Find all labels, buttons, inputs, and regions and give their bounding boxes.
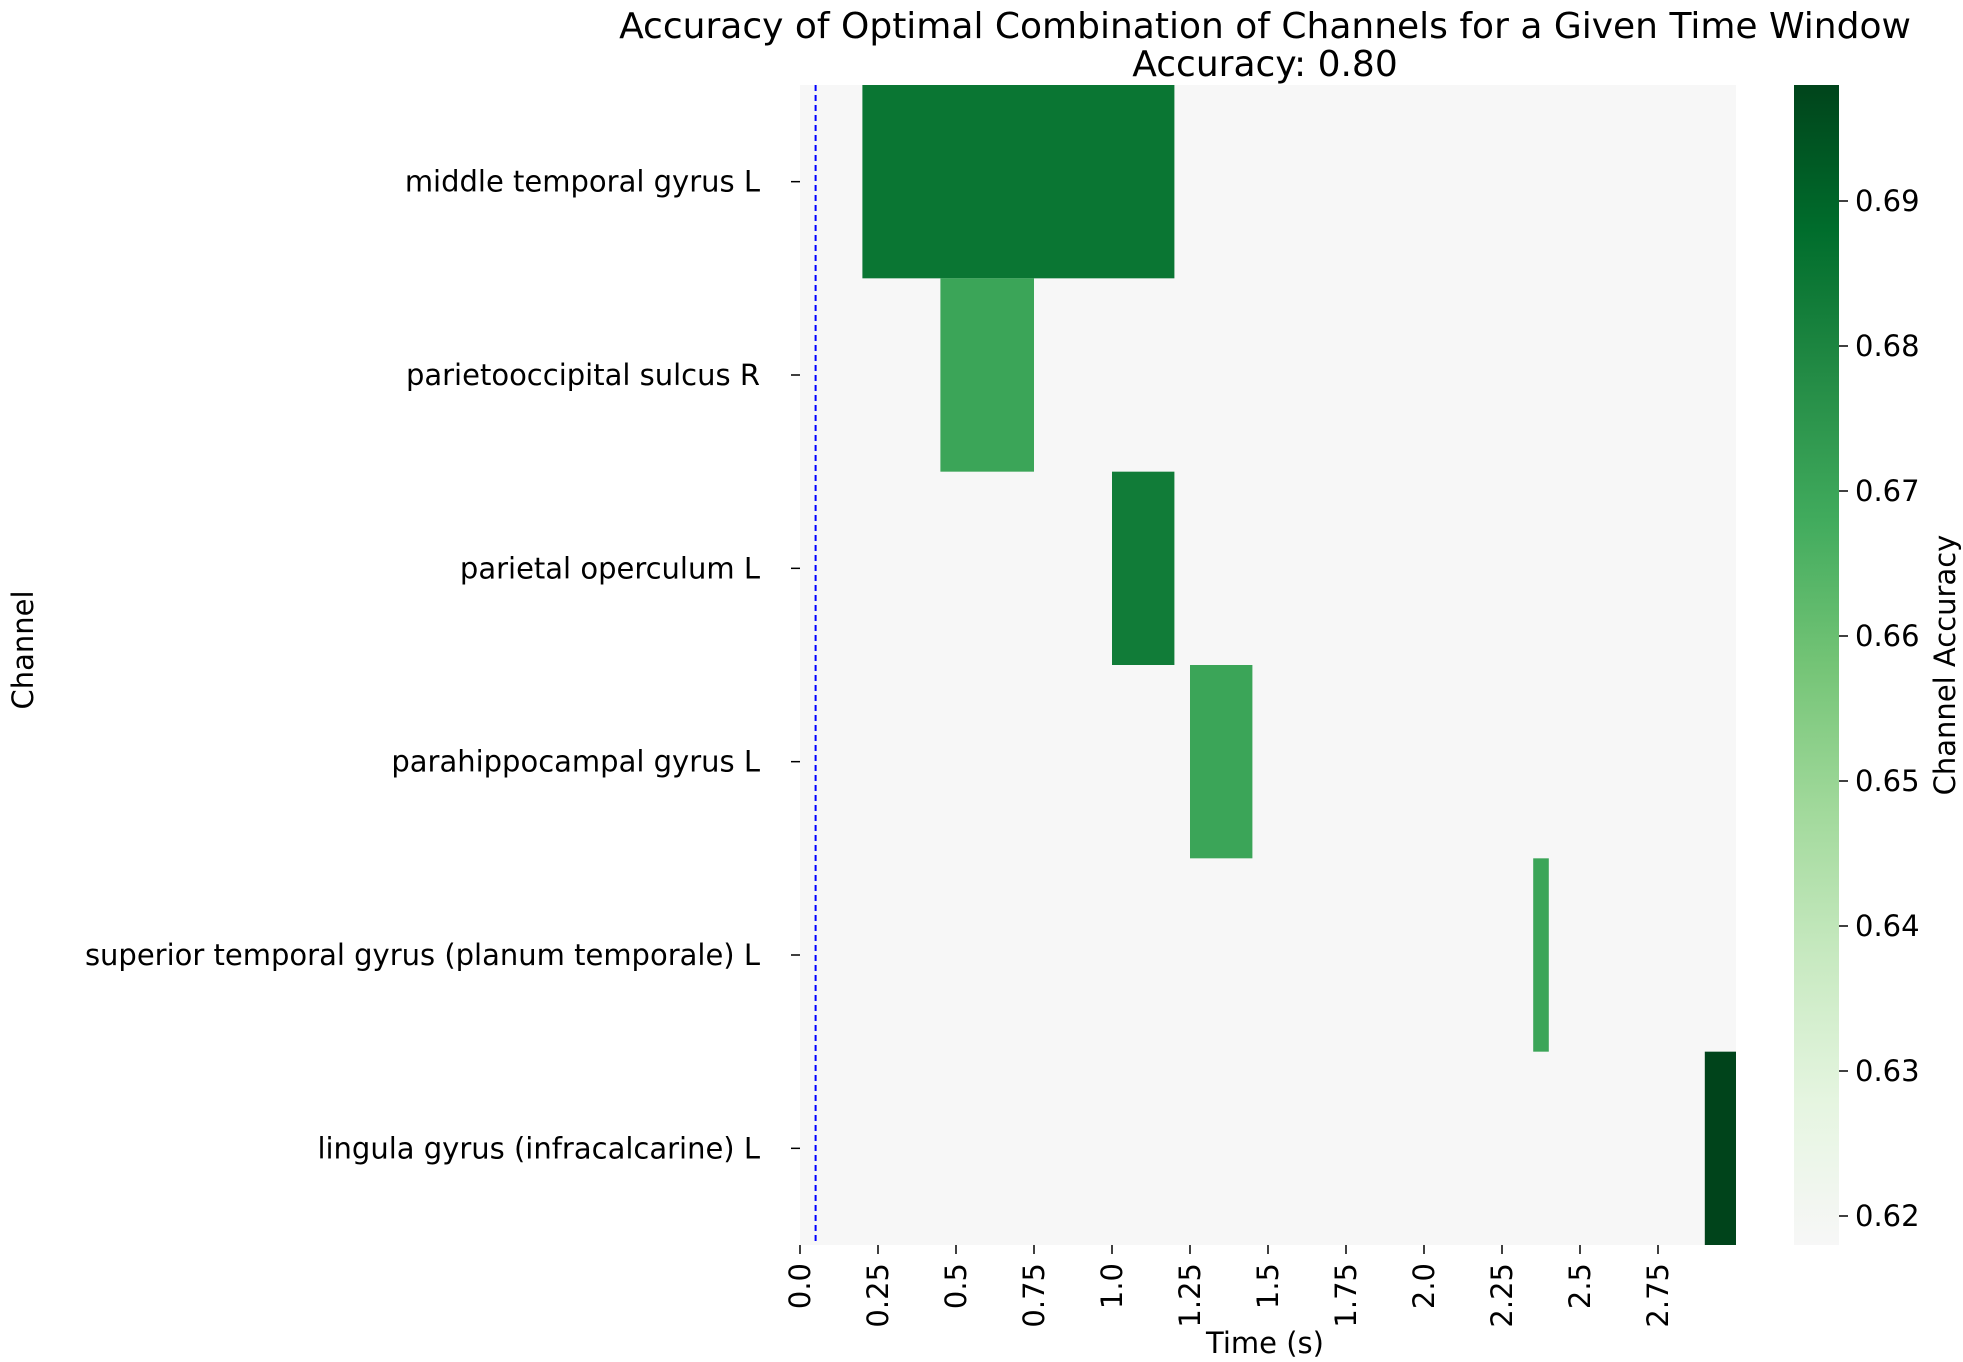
x-tick-label: 0.25 [861,1263,895,1328]
x-tick-label: 1.75 [1329,1263,1363,1328]
heatmap-cell [940,278,1034,472]
x-tick-label: 2.0 [1407,1263,1441,1309]
x-tick-label: 0.5 [939,1263,973,1309]
y-axis: middle temporal gyrus L parietooccipital … [85,165,800,1165]
y-tick-label: parietal operculum L [460,551,760,585]
colorbar-tick-label: 0.65 [1855,764,1920,798]
y-axis-label: Channel [6,590,40,709]
colorbar: 0.62 0.63 0.64 0.65 0.66 0.67 0.68 0.69 [1794,85,1920,1245]
x-tick-label: 1.25 [1173,1263,1207,1328]
heatmap-cell [1112,471,1175,665]
y-tick-label: superior temporal gyrus (planum temporal… [85,938,760,972]
colorbar-tick-label: 0.64 [1855,909,1920,943]
heatmap-cell [1533,858,1549,1052]
y-tick-label: lingula gyrus (infracalcarine) L [317,1131,760,1165]
colorbar-tick-label: 0.68 [1855,329,1920,363]
y-tick-label: middle temporal gyrus L [405,165,760,199]
colorbar-tick-label: 0.63 [1855,1054,1920,1088]
colorbar-tick-label: 0.69 [1855,184,1920,218]
x-tick-label: 2.75 [1641,1263,1675,1328]
y-tick-label: parietooccipital sulcus R [406,358,760,392]
x-tick-label: 2.25 [1485,1263,1519,1328]
x-tick-label: 1.5 [1251,1263,1285,1309]
heatmap-cell [1190,665,1253,859]
x-tick-label: 1.0 [1095,1263,1129,1309]
x-tick-label: 0.75 [1017,1263,1051,1328]
heatmap-cell [1704,1051,1736,1245]
colorbar-gradient [1794,85,1839,1245]
x-tick-label: 2.5 [1563,1263,1597,1309]
colorbar-tick-label: 0.67 [1855,474,1920,508]
colorbar-label: Channel Accuracy [1928,535,1962,796]
colorbar-tick-label: 0.66 [1855,619,1920,653]
chart-subtitle: Accuracy: 0.80 [1132,44,1397,85]
x-axis-label: Time (s) [1205,1326,1324,1360]
heatmap-cell [862,85,1175,279]
chart-title: Accuracy of Optimal Combination of Chann… [619,6,1911,47]
plot-area [800,85,1736,1245]
y-tick-label: parahippocampal gyrus L [391,745,760,779]
colorbar-tick-label: 0.62 [1855,1199,1920,1233]
x-tick-label: 0.0 [783,1263,817,1309]
x-axis: 0.0 0.25 0.5 0.75 1.0 1.25 1.5 1.75 2.0 2.25 2.5 2.… [783,1245,1675,1328]
